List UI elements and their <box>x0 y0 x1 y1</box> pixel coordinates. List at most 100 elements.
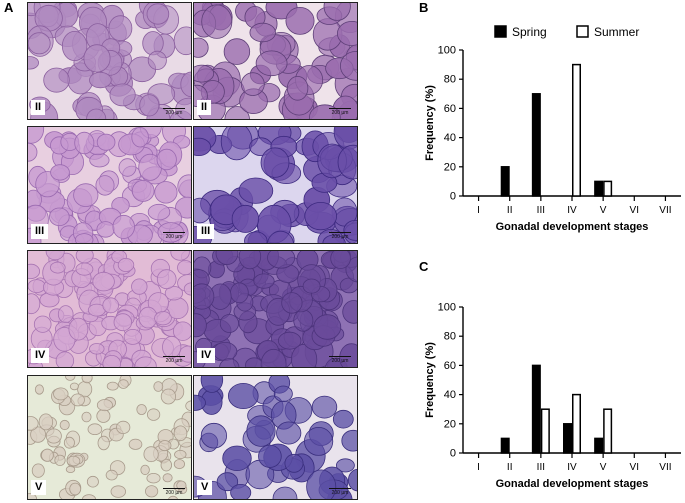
cell-shape <box>153 381 164 392</box>
cell-shape <box>145 485 159 498</box>
cell-shape <box>281 292 303 314</box>
x-tick-label: II <box>507 462 513 473</box>
cell-shape <box>146 3 170 25</box>
bar-summer <box>572 63 581 197</box>
cell-shape <box>110 485 127 498</box>
cell-shape <box>95 175 115 196</box>
cell-shape <box>106 381 119 391</box>
cell-shape <box>194 64 215 83</box>
cell-shape <box>230 282 249 304</box>
panel-label-a: A <box>4 0 14 15</box>
cell-shape <box>147 408 161 421</box>
cell-shape <box>267 251 296 269</box>
cell-shape <box>28 32 51 55</box>
histology-texture <box>28 376 191 499</box>
y-tick-label: 100 <box>438 302 456 314</box>
scale-bar: 200 µm <box>163 356 185 364</box>
y-tick-label: 0 <box>450 448 456 460</box>
cell-shape <box>260 348 287 367</box>
cell-shape <box>48 207 70 227</box>
cell-shape <box>146 472 161 484</box>
bar-summer <box>572 393 581 454</box>
cell-shape <box>244 231 268 243</box>
cell-shape <box>156 269 177 290</box>
cell-shape <box>81 494 97 499</box>
cell-shape <box>83 44 111 73</box>
y-tick-label: 60 <box>444 360 456 372</box>
bar-spring <box>531 93 541 197</box>
histology-texture <box>28 127 191 243</box>
cell-shape <box>160 458 173 472</box>
bar-spring <box>594 180 604 197</box>
cell-shape <box>228 382 259 410</box>
bar-summer <box>603 408 613 454</box>
micrograph-spring-stage-3: III 200 µm <box>27 126 192 244</box>
cell-shape <box>75 262 94 276</box>
cell-shape <box>164 286 183 301</box>
cell-shape <box>140 464 150 476</box>
y-tick-label: 40 <box>444 389 456 401</box>
cell-shape <box>28 56 39 70</box>
cell-shape <box>134 356 157 367</box>
cell-shape <box>109 83 136 107</box>
cell-shape <box>28 293 41 315</box>
cell-shape <box>253 273 275 289</box>
x-tick-label: V <box>600 205 607 216</box>
x-tick-label: I <box>477 462 480 473</box>
histology-texture <box>28 251 191 367</box>
scale-bar: 200 µm <box>329 488 351 496</box>
cell-shape <box>96 221 115 238</box>
cell-shape <box>73 183 99 207</box>
cell-shape <box>28 416 39 431</box>
cell-shape <box>332 409 354 429</box>
micrograph-summer-stage-3: III 200 µm <box>193 126 358 244</box>
cell-shape <box>246 415 276 447</box>
cell-shape <box>302 278 321 294</box>
cell-shape <box>258 444 282 468</box>
cell-shape <box>240 72 265 96</box>
bar-summer <box>603 180 613 197</box>
cell-shape <box>118 379 129 389</box>
cell-shape <box>113 313 133 332</box>
x-tick-label: VII <box>659 462 671 473</box>
cell-shape <box>28 263 40 279</box>
cell-shape <box>45 251 65 261</box>
y-axis-title: Frequency (%) <box>424 342 436 418</box>
legend-swatch-summer <box>576 25 589 38</box>
cell-shape <box>177 260 191 276</box>
cell-shape <box>249 22 276 43</box>
bar-spring <box>531 364 541 454</box>
x-tick-label: III <box>537 462 545 473</box>
cell-shape <box>28 493 38 499</box>
cell-shape <box>81 411 92 423</box>
cell-shape <box>70 393 85 407</box>
cell-shape <box>128 438 143 450</box>
cell-shape <box>89 343 105 355</box>
cell-shape <box>231 204 260 233</box>
cell-shape <box>74 131 95 155</box>
stage-label: II <box>31 100 46 115</box>
cell-shape <box>200 422 227 449</box>
cell-shape <box>219 358 240 367</box>
x-tick-label: I <box>477 205 480 216</box>
cell-shape <box>335 458 355 473</box>
cell-shape <box>223 38 251 65</box>
cell-shape <box>136 404 147 415</box>
cell-shape <box>330 251 351 269</box>
cell-shape <box>156 148 177 171</box>
cell-shape <box>238 177 274 204</box>
y-axis-title: Frequency (%) <box>424 85 436 161</box>
x-tick-label: II <box>507 205 513 216</box>
cell-shape <box>112 214 135 239</box>
histology-texture <box>194 127 357 243</box>
y-tick-label: 100 <box>438 45 456 57</box>
cell-shape <box>86 475 99 488</box>
cell-shape <box>260 147 290 178</box>
histology-texture <box>194 376 357 499</box>
cell-shape <box>238 251 262 270</box>
x-axis-title: Gonadal development stages <box>496 221 649 233</box>
cell-shape <box>49 261 66 274</box>
cell-shape <box>131 127 149 148</box>
y-tick-label: 40 <box>444 132 456 144</box>
cell-shape <box>173 321 191 341</box>
